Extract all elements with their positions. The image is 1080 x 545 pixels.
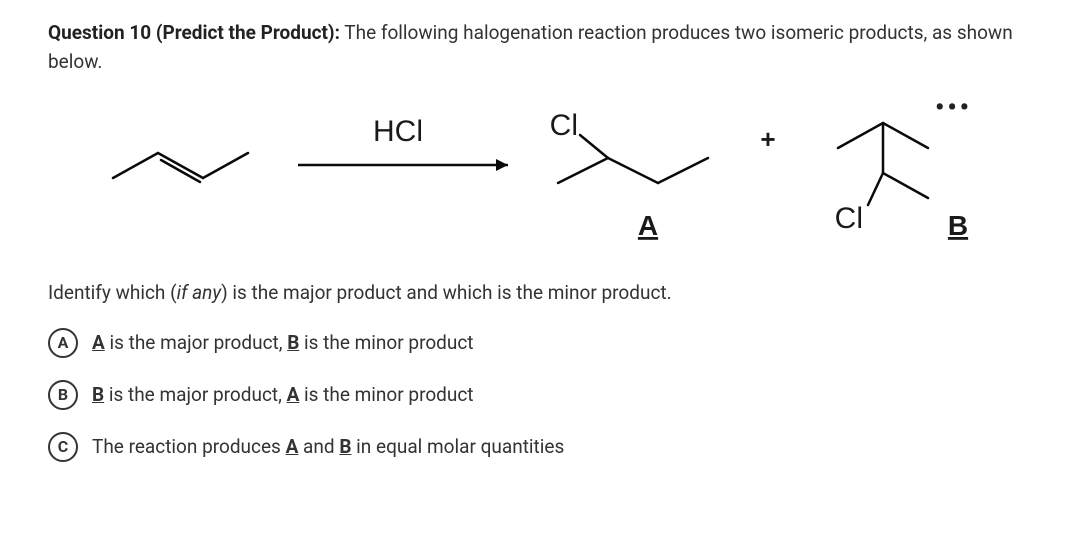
choice-c[interactable]: C The reaction produces A and B in equal… — [48, 432, 1032, 462]
reaction-diagram: ••• HCl Cl — [48, 93, 1032, 263]
choice-b-text: B is the major product, A is the minor p… — [92, 383, 474, 406]
reagent-label: HCl — [373, 115, 423, 148]
choices-list: A A is the major product, B is the minor… — [48, 328, 1032, 462]
cl-label-b: Cl — [835, 202, 863, 235]
question-number: Question 10 (Predict the Product): — [48, 21, 340, 44]
choice-b[interactable]: B B is the major product, A is the minor… — [48, 380, 1032, 410]
reactant-structure — [113, 153, 248, 182]
product-b-structure: Cl B — [835, 123, 968, 241]
plus-sign: + — [760, 124, 775, 154]
reaction-arrow: HCl — [298, 115, 508, 171]
choice-a[interactable]: A A is the major product, B is the minor… — [48, 328, 1032, 358]
choice-a-letter: A — [48, 328, 78, 358]
sub-prompt: Identify which (if any) is the major pro… — [48, 281, 1032, 304]
choice-c-letter: C — [48, 432, 78, 462]
subprompt-ifany: if any — [177, 281, 222, 304]
question-header: Question 10 (Predict the Product): The f… — [48, 18, 1032, 77]
choice-b-letter: B — [48, 380, 78, 410]
product-b-label: B — [948, 210, 968, 241]
product-a-structure: Cl A — [550, 109, 708, 241]
choice-c-text: The reaction produces A and B in equal m… — [92, 435, 564, 458]
cl-label-a: Cl — [550, 109, 578, 142]
product-a-label: A — [638, 210, 658, 241]
reaction-svg: HCl Cl A + — [68, 93, 1028, 263]
choice-a-text: A is the major product, B is the minor p… — [92, 331, 474, 354]
subprompt-part1: Identify which ( — [48, 281, 177, 304]
subprompt-part2: ) is the major product and which is the … — [221, 281, 672, 304]
